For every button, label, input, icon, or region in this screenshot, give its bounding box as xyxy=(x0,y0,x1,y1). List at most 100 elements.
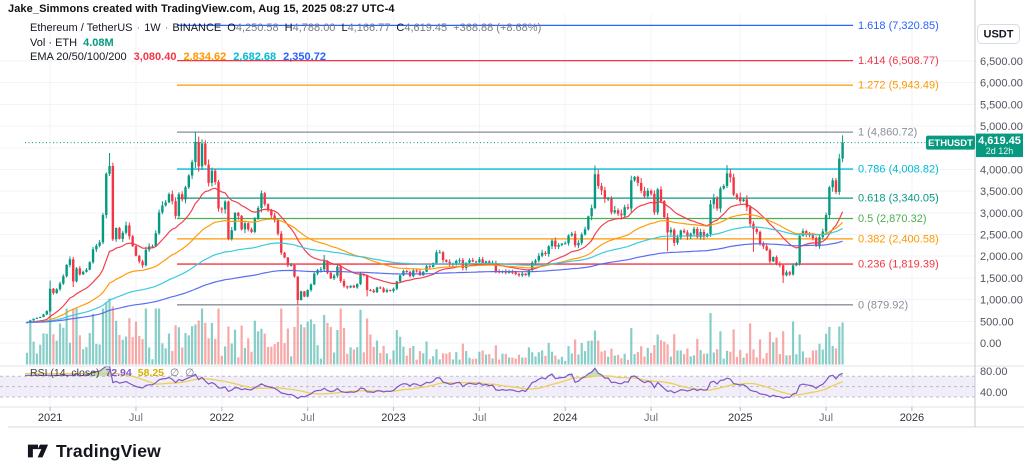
change-value: +368.88 (+8.68%) xyxy=(453,22,542,34)
candle-body xyxy=(600,185,603,191)
candle-body xyxy=(65,264,68,277)
candle-body xyxy=(752,223,755,229)
candle-body xyxy=(597,174,600,186)
candle-body xyxy=(134,246,138,256)
candle-body xyxy=(174,201,177,216)
candle-body xyxy=(108,165,111,174)
candle-body xyxy=(263,193,266,205)
candle-body xyxy=(676,237,679,243)
candle-body xyxy=(81,271,85,275)
candle-body xyxy=(540,252,544,256)
fib-retracement-layer[interactable]: 1.618 (7,320.85) 1.414 (6,508.77) 1.272 (5… xyxy=(177,20,939,311)
candle-body xyxy=(488,261,491,264)
ema-row[interactable]: EMA 20/50/100/200 3,080.40 2,834.62 2,682.6… xyxy=(30,50,541,65)
fib-level-label: 0.786 (4,008.82) xyxy=(858,164,939,176)
candle-body xyxy=(590,208,593,217)
watermark: Jake_Simmons created with TradingView.co… xyxy=(8,3,395,15)
volume-row[interactable]: Vol · ETH 4.08M xyxy=(30,36,541,51)
candle-body xyxy=(514,272,517,275)
candle-body xyxy=(39,316,42,318)
symbol-name: Ethereum / TetherUS xyxy=(30,22,133,34)
candle-body xyxy=(131,236,134,247)
ema-200-line xyxy=(27,240,843,323)
candle-body xyxy=(550,240,554,247)
candle-body xyxy=(194,142,197,163)
candle-body xyxy=(306,290,309,297)
fib-level-label: 0.236 (1,819.39) xyxy=(858,259,939,271)
separator: · xyxy=(164,22,169,34)
symbol-badge[interactable] xyxy=(926,135,975,150)
price-tick-label: 6,000.00 xyxy=(980,78,1023,90)
candles-layer xyxy=(25,131,844,324)
time-tick-label: 2023 xyxy=(381,412,405,424)
candle-body xyxy=(735,194,739,198)
candle-body xyxy=(560,243,564,245)
ema50-value: 2,834.62 xyxy=(183,51,227,63)
candle-body xyxy=(190,162,194,176)
candle-body xyxy=(818,237,821,247)
candle-body xyxy=(32,318,35,321)
candle-body xyxy=(534,260,537,263)
candle-body xyxy=(646,190,649,197)
candle-body xyxy=(603,190,607,199)
rsi-legend[interactable]: RSI (14, close) 72.94 58.25 ∅ ∅ xyxy=(30,367,194,379)
last-price-box[interactable] xyxy=(976,133,1023,158)
candle-body xyxy=(775,257,778,264)
candle-body xyxy=(445,260,448,262)
candle-body xyxy=(772,257,775,262)
time-tick-label: 2026 xyxy=(900,412,924,424)
candle-body xyxy=(732,177,735,195)
candle-body xyxy=(276,220,280,234)
currency-pill[interactable] xyxy=(977,24,1020,44)
candle-body xyxy=(405,270,408,272)
candle-body xyxy=(547,246,550,255)
rsi-overbought-fill xyxy=(25,366,843,377)
fib-level-label: 1.414 (6,508.77) xyxy=(858,55,939,67)
candle-body xyxy=(256,208,260,219)
fib-level-label: 0 (879.92) xyxy=(858,299,908,311)
candle-body xyxy=(435,252,438,264)
tradingview-footer-link[interactable]: TradingView xyxy=(27,440,161,462)
candle-body xyxy=(240,215,243,230)
candle-body xyxy=(402,270,405,276)
candle-body xyxy=(237,212,240,216)
candle-body xyxy=(309,284,313,291)
candle-body xyxy=(834,180,838,193)
candle-body xyxy=(478,259,481,263)
candle-body xyxy=(666,217,669,233)
candle-body xyxy=(197,142,200,167)
candle-body xyxy=(464,262,468,268)
price-axis[interactable]: USDT 6,500.00 6,000.00 5,500.00 5,000.00 4,00… xyxy=(977,24,1023,399)
close-value: 4,619.45 xyxy=(404,22,448,34)
time-tick-label: Jul xyxy=(644,412,658,424)
candle-body xyxy=(636,176,640,183)
time-axis[interactable]: 2021 Jul 2022 Jul 2023 Jul 2024 Jul 2025 Jul 2026 xyxy=(38,407,924,424)
candle-body xyxy=(428,266,432,268)
candle-body xyxy=(359,274,362,284)
candle-body xyxy=(379,287,382,289)
symbol-legend[interactable]: Ethereum / TetherUS · 1W · BINANCE O4,250.58 H… xyxy=(30,21,541,65)
candle-body xyxy=(375,287,379,293)
candle-body xyxy=(247,223,250,230)
candle-body xyxy=(616,210,620,214)
candle-body xyxy=(250,229,253,232)
candle-body xyxy=(372,290,375,293)
candle-body xyxy=(587,216,590,230)
rsi-label: RSI (14, close) xyxy=(30,367,100,379)
symbol-badge-label: ETHUSDT xyxy=(928,138,973,149)
candle-body xyxy=(342,280,346,287)
candle-body xyxy=(217,182,220,209)
ema20-value: 3,080.40 xyxy=(133,51,177,63)
candle-body xyxy=(511,271,514,273)
symbol-row[interactable]: Ethereum / TetherUS · 1W · BINANCE O4,250.58 H… xyxy=(30,21,541,36)
ema-100-line xyxy=(26,226,843,323)
candle-body xyxy=(128,225,131,237)
candle-body xyxy=(184,187,187,200)
candle-body xyxy=(68,259,72,265)
candle-body xyxy=(725,173,729,186)
candle-body xyxy=(52,288,55,294)
candle-body xyxy=(583,229,587,235)
candle-body xyxy=(610,198,613,213)
candle-body xyxy=(692,228,696,234)
